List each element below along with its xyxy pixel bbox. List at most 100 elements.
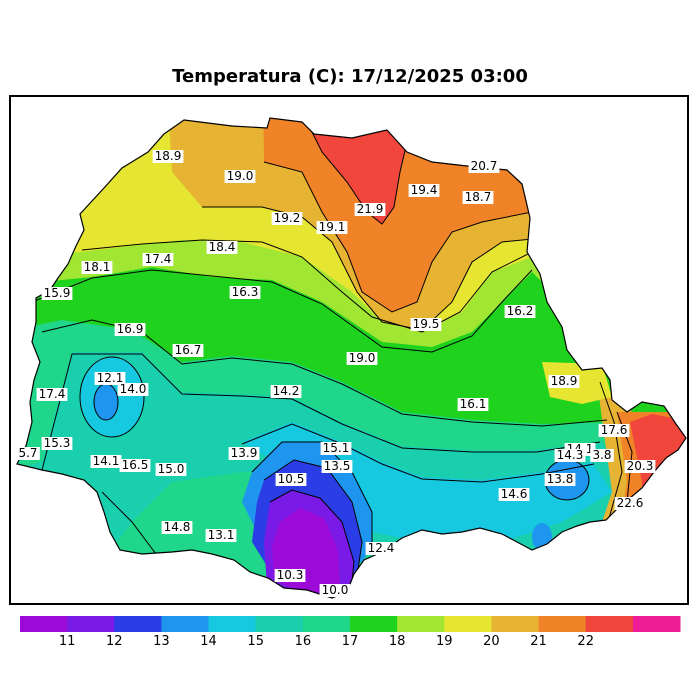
contour-label-background: [152, 150, 184, 163]
contour-label: 15.1: [323, 441, 350, 455]
contour-label: 10.3: [277, 568, 304, 582]
contour-label-background: [462, 191, 494, 204]
contour-line: [241, 423, 595, 483]
color-legend-tick: 18: [388, 634, 406, 649]
contour-label-background: [90, 455, 122, 468]
contour-label-background: [408, 184, 440, 197]
contour-label: 18.4: [209, 240, 236, 254]
color-legend-swatch: [444, 616, 492, 632]
contour-label-background: [16, 447, 40, 460]
contour-label-background: [228, 447, 260, 460]
contour-label-layer: 18.9 19.0 20.7 19.4 18.7 21.9 19.2 19.1 18.4 17.4…: [16, 149, 656, 597]
contour-label-background: [81, 261, 113, 274]
contour-label-background: [590, 449, 614, 462]
contour-label-background: [468, 160, 500, 173]
contour-label-background: [41, 437, 73, 450]
contour-label: 3.8: [592, 448, 611, 462]
color-legend-swatch: [161, 616, 210, 632]
contour-label-background: [36, 388, 68, 401]
contour-label: 19.4: [411, 183, 438, 197]
color-legend-swatch: [350, 616, 398, 632]
color-legend-swatch: [585, 616, 634, 632]
temperature-map: 18.9 19.0 20.7 19.4 18.7 21.9 19.2 19.1 18.4 17.4…: [9, 95, 689, 605]
color-legend-swatch: [302, 616, 351, 632]
contour-line: [31, 269, 533, 353]
contour-label: 14.1: [93, 454, 120, 468]
contour-line: [101, 491, 163, 563]
contour-label: 15.0: [158, 462, 185, 476]
contour-label-background: [321, 460, 353, 473]
temperature-fill: [17, 118, 686, 598]
contour-label: 13.1: [208, 528, 235, 542]
color-legend-tick: 16: [294, 634, 312, 649]
color-legend-swatch: [491, 616, 540, 632]
color-legend-ticks: 11 12 13 14 15 16 17 18 19 20 21 22: [20, 634, 680, 654]
contour-label: 15.3: [44, 436, 71, 450]
contour-label: 19.1: [319, 220, 346, 234]
contour-label-background: [554, 449, 586, 462]
color-legend-tick: 12: [106, 634, 123, 649]
contour-label: 16.3: [232, 285, 259, 299]
contour-line: [79, 356, 145, 438]
contour-label: 14.3: [557, 448, 584, 462]
color-legend-tick: 11: [58, 634, 76, 649]
contour-label-background: [410, 318, 442, 331]
contour-label-background: [117, 383, 149, 396]
color-legend-tick: 20: [483, 634, 500, 649]
contour-label: 12.1: [97, 371, 124, 385]
contour-label-background: [614, 497, 646, 510]
contour-label: 12.4: [368, 541, 395, 555]
contour-label-background: [457, 398, 489, 411]
contour-line: [306, 121, 408, 225]
contour-label: 13.8: [547, 472, 574, 486]
contour-label: 20.7: [471, 159, 498, 173]
band-21-22: [307, 118, 407, 224]
map-title: Temperatura (C): 17/12/2025 03:00: [172, 66, 528, 87]
contour-label-background: [319, 584, 351, 597]
contour-label: 13.9: [231, 446, 258, 460]
color-legend-swatch: [538, 616, 587, 632]
contour-label: 18.7: [465, 190, 492, 204]
contour-label: 10.5: [278, 472, 305, 486]
color-legend-swatch: [255, 616, 304, 632]
contour-label: 19.0: [227, 169, 254, 183]
contour-label: 16.5: [122, 458, 149, 472]
color-legend-swatch: [397, 616, 445, 632]
color-legend-swatch: [114, 616, 162, 632]
contour-label: 16.9: [117, 322, 144, 336]
contour-label: 19.2: [274, 211, 301, 225]
contour-label: 18.1: [84, 260, 111, 274]
color-legend-tick: 14: [200, 634, 217, 649]
contour-label: 14.2: [273, 384, 300, 398]
contour-label: 16.1: [460, 397, 487, 411]
contour-label-background: [229, 286, 261, 299]
color-legend-tick: 22: [577, 634, 594, 649]
color-legend-tick: 15: [247, 634, 264, 649]
contour-label-background: [114, 323, 146, 336]
color-legend-swatch: [208, 616, 257, 632]
contour-label: 13.5: [324, 459, 351, 473]
contour-label-background: [548, 375, 580, 388]
contour-label: 19.0: [349, 351, 376, 365]
contour-line: [251, 441, 373, 547]
contour-label-background: [544, 473, 576, 486]
contour-line: [263, 459, 363, 578]
contour-line: [41, 353, 601, 471]
contour-label: 20.3: [627, 459, 654, 473]
color-legend-tick: 21: [530, 634, 547, 649]
color-legend-swatch: [20, 616, 68, 632]
contour-label-background: [598, 424, 630, 437]
contour-label: 18.9: [551, 374, 578, 388]
contour-label-background: [320, 442, 352, 455]
contour-label: 19.5: [413, 317, 440, 331]
contour-label-background: [498, 488, 530, 501]
contour-line: [81, 239, 533, 333]
contour-label-background: [271, 212, 303, 225]
color-legend-swatch: [632, 616, 681, 632]
contour-label: 17.4: [145, 252, 172, 266]
band-12-13-southeast: [532, 523, 552, 551]
color-legend-tick: 13: [153, 634, 170, 649]
contour-line: [263, 161, 533, 313]
contour-label: 21.9: [357, 202, 384, 216]
contour-label: 5.7: [18, 446, 37, 460]
